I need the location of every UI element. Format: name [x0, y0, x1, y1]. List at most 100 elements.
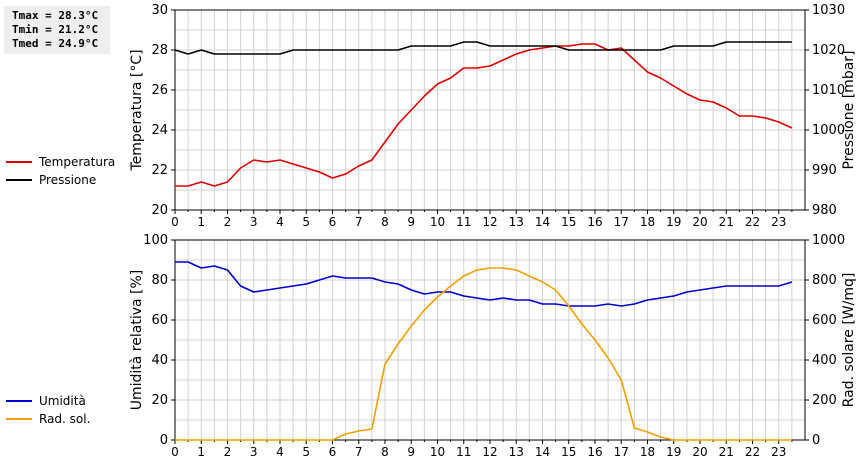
series-line-0	[175, 43, 793, 187]
legend-item-pressione: Pressione	[6, 171, 115, 189]
y-tick-label: 28	[151, 43, 168, 58]
x-tick-label: 4	[276, 215, 284, 229]
y2-tick-label: 1000	[812, 233, 845, 248]
y2-tick-label: 1030	[812, 3, 845, 18]
y-axis-title: Umidità relativa [%]	[129, 270, 145, 411]
y-tick-label: 60	[151, 313, 168, 328]
series-line-1	[175, 267, 792, 441]
legend-swatch-umidita	[6, 400, 32, 402]
legend-top: Temperatura Pressione	[6, 153, 115, 189]
x-tick-label: 6	[329, 445, 337, 459]
x-tick-label: 0	[171, 445, 179, 459]
x-tick-label: 16	[587, 215, 602, 229]
x-tick-label: 9	[407, 215, 415, 229]
x-tick-label: 8	[381, 445, 389, 459]
x-tick-label: 13	[509, 445, 524, 459]
chart-1: 0 1 2 3 4 5 6 7 8 9 10 11 12 13 14 15 16 17 18 19 20 21 22 2302…	[129, 233, 857, 459]
x-tick-label: 23	[771, 445, 786, 459]
y-tick-label: 0	[160, 433, 168, 448]
x-tick-label: 9	[407, 445, 415, 459]
x-tick-label: 17	[614, 445, 629, 459]
legend-item-radsol: Rad. sol.	[6, 410, 90, 428]
x-tick-label: 3	[250, 215, 258, 229]
x-tick-label: 19	[666, 215, 681, 229]
stats-tmin: Tmin = 21.2°C	[12, 23, 99, 36]
legend-item-umidita: Umidità	[6, 392, 90, 410]
y-tick-label: 40	[151, 353, 168, 368]
x-tick-label: 13	[509, 215, 524, 229]
y2-tick-label: 400	[812, 353, 837, 368]
series-line-1	[174, 41, 792, 55]
x-tick-label: 20	[692, 445, 707, 459]
x-tick-label: 15	[561, 445, 576, 459]
x-tick-label: 6	[329, 215, 337, 229]
y-tick-label: 100	[143, 233, 168, 248]
y2-tick-label: 980	[812, 203, 837, 218]
x-tick-label: 4	[276, 445, 284, 459]
y2-tick-label: 200	[812, 393, 837, 408]
x-tick-label: 2	[224, 215, 232, 229]
legend-item-temperatura: Temperatura	[6, 153, 115, 171]
x-tick-label: 21	[719, 215, 734, 229]
x-tick-label: 7	[355, 445, 363, 459]
x-tick-label: 17	[614, 215, 629, 229]
legend-label-umidita: Umidità	[39, 394, 86, 408]
x-tick-label: 2	[224, 445, 232, 459]
x-tick-label: 23	[771, 215, 786, 229]
y-tick-label: 22	[151, 163, 168, 178]
y-tick-label: 80	[151, 273, 168, 288]
y2-tick-label: 800	[812, 273, 837, 288]
stats-tmed: Tmed = 24.9°C	[12, 37, 99, 50]
x-tick-label: 1	[197, 215, 205, 229]
y-tick-label: 26	[151, 83, 168, 98]
x-tick-label: 20	[692, 215, 707, 229]
x-tick-label: 19	[666, 445, 681, 459]
x-tick-label: 0	[171, 215, 179, 229]
x-tick-label: 21	[719, 445, 734, 459]
x-tick-label: 3	[250, 445, 258, 459]
legend-label-radsol: Rad. sol.	[39, 412, 91, 426]
x-tick-label: 11	[456, 445, 471, 459]
x-tick-label: 10	[430, 215, 445, 229]
y-tick-label: 20	[151, 203, 168, 218]
x-tick-label: 14	[535, 215, 550, 229]
y2-tick-label: 990	[812, 163, 837, 178]
y-tick-label: 20	[151, 393, 168, 408]
y2-tick-label: 1020	[812, 43, 845, 58]
x-tick-label: 22	[745, 445, 760, 459]
legend-label-temperatura: Temperatura	[39, 155, 116, 169]
series-line-0	[175, 261, 793, 307]
x-tick-label: 5	[302, 445, 310, 459]
stats-tmax: Tmax = 28.3°C	[12, 9, 99, 22]
legend-swatch-temperatura	[6, 161, 32, 163]
y2-tick-label: 1010	[812, 83, 845, 98]
y2-tick-label: 0	[812, 433, 820, 448]
legend-label-pressione: Pressione	[39, 173, 97, 187]
x-tick-label: 22	[745, 215, 760, 229]
x-tick-label: 16	[587, 445, 602, 459]
y-tick-label: 24	[151, 123, 168, 138]
y-axis-title: Temperatura [°C]	[129, 49, 145, 171]
x-tick-label: 18	[640, 445, 655, 459]
x-tick-label: 5	[302, 215, 310, 229]
y2-axis-title: Pressione [mbar]	[841, 50, 857, 169]
x-tick-label: 1	[197, 445, 205, 459]
x-tick-label: 11	[456, 215, 471, 229]
x-tick-label: 15	[561, 215, 576, 229]
x-tick-label: 10	[430, 445, 445, 459]
x-tick-label: 12	[482, 445, 497, 459]
x-tick-label: 14	[535, 445, 550, 459]
y-tick-label: 30	[151, 3, 168, 18]
legend-swatch-pressione	[6, 179, 32, 181]
x-tick-label: 12	[482, 215, 497, 229]
legend-swatch-radsol	[6, 418, 32, 420]
stats-box: Tmax = 28.3°C Tmin = 21.2°C Tmed = 24.9°…	[4, 6, 110, 54]
x-tick-label: 7	[355, 215, 363, 229]
legend-bottom: Umidità Rad. sol.	[6, 392, 90, 428]
chart-0: 0 1 2 3 4 5 6 7 8 9 10 11 12 13 14 15 16 17 18 19 20 21 22 2320…	[129, 3, 857, 229]
y2-tick-label: 600	[812, 313, 837, 328]
y2-axis-title: Rad. solare [W/mq]	[841, 273, 857, 408]
x-tick-label: 18	[640, 215, 655, 229]
y2-tick-label: 1000	[812, 123, 845, 138]
